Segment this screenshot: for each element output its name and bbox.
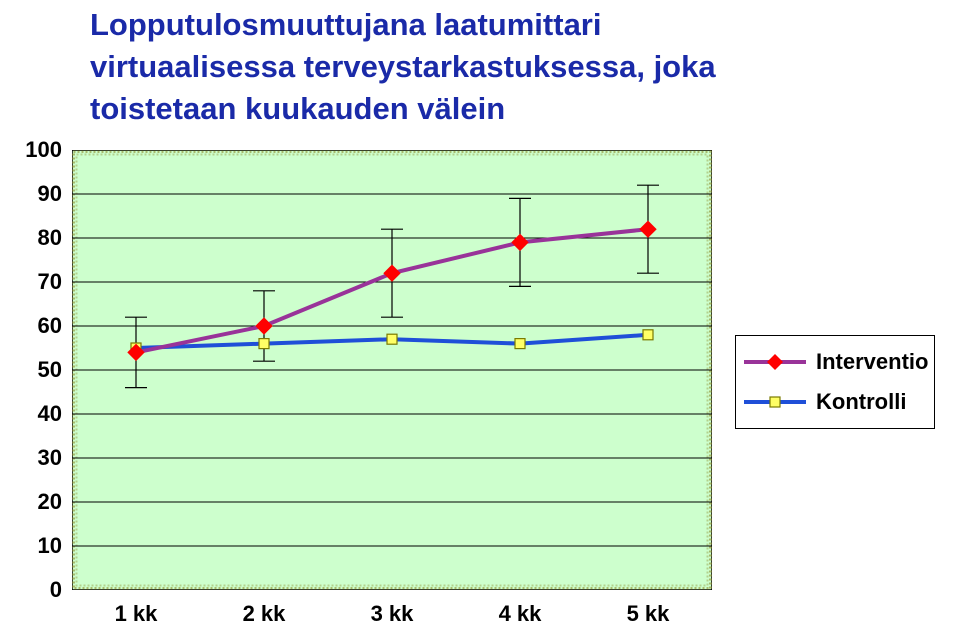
x-tick-label: 3 kk — [371, 601, 414, 627]
title-line-1: Lopputulosmuuttujana laatumittari — [90, 4, 919, 46]
legend-swatch-interventio — [742, 350, 808, 374]
x-axis-labels: 1 kk 2 kk 3 kk 4 kk 5 kk — [72, 595, 712, 630]
y-tick-label: 50 — [2, 357, 62, 383]
x-tick-label: 5 kk — [627, 601, 670, 627]
title-line-3: toistetaan kuukauden välein — [90, 88, 919, 130]
chart-svg — [72, 150, 712, 590]
y-tick-label: 80 — [2, 225, 62, 251]
legend-label-kontrolli: Kontrolli — [816, 389, 906, 415]
chart-area: 0 10 20 30 40 50 60 70 80 90 100 1 kk 2 kk 3 kk 4 kk 5… — [0, 140, 959, 640]
legend-label-interventio: Interventio — [816, 349, 928, 375]
chart-title: Lopputulosmuuttujana laatumittari virtua… — [90, 4, 919, 130]
y-tick-label: 90 — [2, 181, 62, 207]
x-tick-label: 4 kk — [499, 601, 542, 627]
y-tick-label: 20 — [2, 489, 62, 515]
y-axis-labels: 0 10 20 30 40 50 60 70 80 90 100 — [0, 140, 70, 600]
x-tick-label: 2 kk — [243, 601, 286, 627]
y-tick-label: 60 — [2, 313, 62, 339]
y-tick-label: 10 — [2, 533, 62, 559]
title-line-2: virtuaalisessa terveystarkastuksessa, jo… — [90, 46, 919, 88]
y-tick-label: 70 — [2, 269, 62, 295]
plot-area — [72, 150, 712, 590]
legend-item-interventio: Interventio — [742, 342, 928, 382]
y-tick-label: 30 — [2, 445, 62, 471]
x-tick-label: 1 kk — [115, 601, 158, 627]
y-tick-label: 100 — [2, 137, 62, 163]
y-tick-label: 40 — [2, 401, 62, 427]
legend: Interventio Kontrolli — [735, 335, 935, 429]
legend-item-kontrolli: Kontrolli — [742, 382, 928, 422]
y-tick-label: 0 — [2, 577, 62, 603]
legend-swatch-kontrolli — [742, 390, 808, 414]
